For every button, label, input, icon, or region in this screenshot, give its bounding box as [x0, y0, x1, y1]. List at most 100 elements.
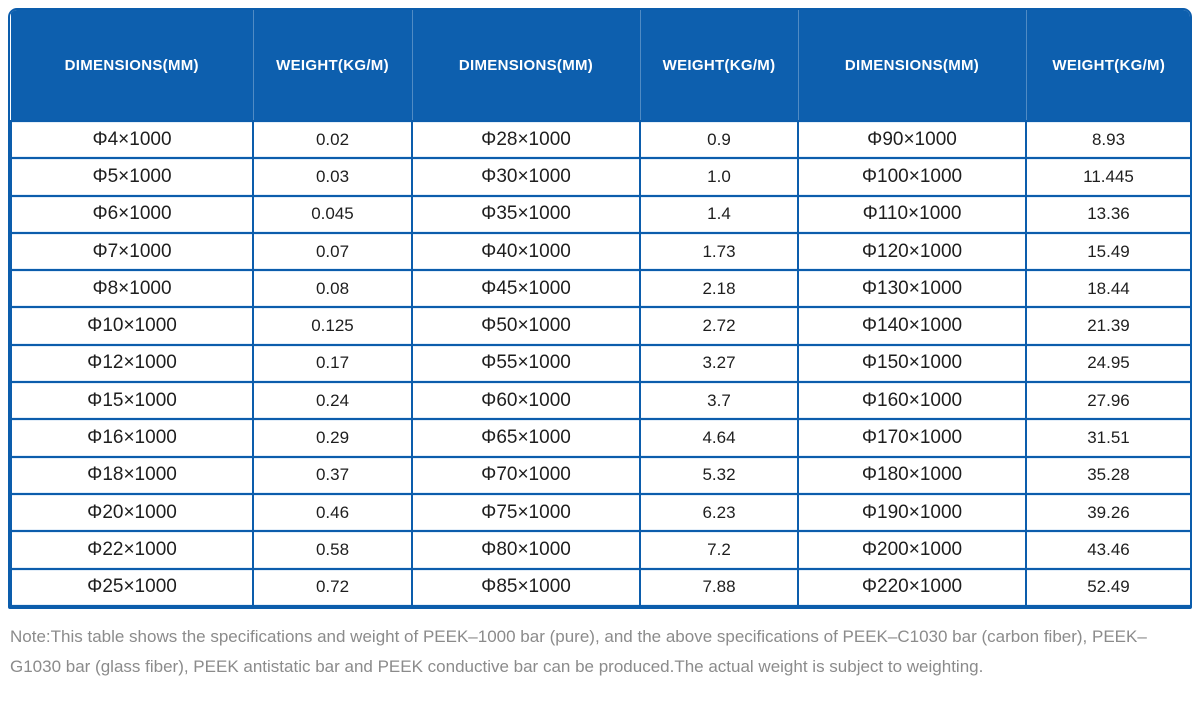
header-dimensions-3: DIMENSIONS(MM) [797, 10, 1026, 121]
weight-cell: 0.125 [252, 306, 413, 346]
dimension-cell: Φ10×1000 [10, 306, 254, 346]
header-dimensions-2: DIMENSIONS(MM) [411, 10, 640, 121]
dimension-cell: Φ140×1000 [797, 306, 1027, 346]
header-weight-1: WEIGHT(KG/M) [252, 10, 412, 121]
weight-cell: 0.17 [252, 343, 413, 384]
dimension-cell: Φ60×1000 [411, 381, 641, 421]
table-row: Φ25×1000 0.72 Φ85×1000 7.88 Φ220×1000 52.49 [10, 567, 1190, 607]
header-row: DIMENSIONS(MM) WEIGHT(KG/M) DIMENSIONS(M… [11, 10, 1190, 121]
table-row: Φ16×1000 0.29 Φ65×1000 4.64 Φ170×1000 31.51 [10, 418, 1190, 458]
weight-cell: 31.51 [1025, 418, 1190, 458]
weight-cell: 4.64 [639, 418, 799, 458]
dimension-cell: Φ180×1000 [797, 455, 1027, 495]
weight-cell: 1.4 [639, 194, 799, 234]
weight-cell: 35.28 [1025, 455, 1190, 495]
table-header: DIMENSIONS(MM) WEIGHT(KG/M) DIMENSIONS(M… [11, 10, 1190, 121]
weight-cell: 18.44 [1025, 269, 1190, 309]
dimension-cell: Φ40×1000 [411, 231, 641, 272]
dimension-cell: Φ5×1000 [10, 157, 254, 197]
weight-cell: 21.39 [1025, 306, 1190, 346]
weight-cell: 11.445 [1025, 157, 1190, 197]
dimension-cell: Φ4×1000 [10, 119, 254, 160]
table-row: Φ4×1000 0.02 Φ28×1000 0.9 Φ90×1000 8.93 [10, 119, 1190, 160]
weight-cell: 0.08 [252, 269, 413, 309]
table-row: Φ20×1000 0.46 Φ75×1000 6.23 Φ190×1000 39.26 [10, 492, 1190, 533]
table-row: Φ12×1000 0.17 Φ55×1000 3.27 Φ150×1000 24.95 [10, 343, 1190, 384]
weight-cell: 27.96 [1025, 381, 1190, 421]
table-row: Φ18×1000 0.37 Φ70×1000 5.32 Φ180×1000 35.28 [10, 455, 1190, 495]
weight-cell: 0.29 [252, 418, 413, 458]
table-row: Φ8×1000 0.08 Φ45×1000 2.18 Φ130×1000 18.44 [10, 269, 1190, 309]
table-row: Φ15×1000 0.24 Φ60×1000 3.7 Φ160×1000 27.96 [10, 381, 1190, 421]
weight-cell: 0.46 [252, 492, 413, 533]
weight-cell: 0.58 [252, 530, 413, 570]
weight-cell: 1.73 [639, 231, 799, 272]
dimension-cell: Φ8×1000 [10, 269, 254, 309]
weight-cell: 2.72 [639, 306, 799, 346]
header-weight-3: WEIGHT(KG/M) [1025, 10, 1190, 121]
dimension-cell: Φ100×1000 [797, 157, 1027, 197]
dimension-cell: Φ120×1000 [797, 231, 1027, 272]
dimension-cell: Φ90×1000 [797, 119, 1027, 160]
weight-cell: 0.37 [252, 455, 413, 495]
weight-cell: 43.46 [1025, 530, 1190, 570]
dimension-cell: Φ130×1000 [797, 269, 1027, 309]
dimension-cell: Φ20×1000 [10, 492, 254, 533]
table-note: Note:This table shows the specifications… [10, 626, 1147, 676]
weight-cell: 0.045 [252, 194, 413, 234]
weight-cell: 3.7 [639, 381, 799, 421]
dimension-cell: Φ170×1000 [797, 418, 1027, 458]
weight-cell: 0.9 [639, 119, 799, 160]
dimension-cell: Φ7×1000 [10, 231, 254, 272]
dimension-cell: Φ25×1000 [10, 567, 254, 607]
weight-cell: 3.27 [639, 343, 799, 384]
header-weight-2: WEIGHT(KG/M) [639, 10, 798, 121]
dimension-cell: Φ45×1000 [411, 269, 641, 309]
weight-cell: 0.03 [252, 157, 413, 197]
weight-cell: 13.36 [1025, 194, 1190, 234]
weight-cell: 2.18 [639, 269, 799, 309]
dimension-cell: Φ15×1000 [10, 381, 254, 421]
spec-table-container: DIMENSIONS(MM) WEIGHT(KG/M) DIMENSIONS(M… [8, 8, 1192, 609]
table-row: Φ22×1000 0.58 Φ80×1000 7.2 Φ200×1000 43.46 [10, 530, 1190, 570]
weight-cell: 39.26 [1025, 492, 1190, 533]
dimension-cell: Φ70×1000 [411, 455, 641, 495]
dimension-cell: Φ55×1000 [411, 343, 641, 384]
dimension-cell: Φ22×1000 [10, 530, 254, 570]
dimension-cell: Φ35×1000 [411, 194, 641, 234]
header-dimensions-1: DIMENSIONS(MM) [11, 10, 253, 121]
dimension-cell: Φ6×1000 [10, 194, 254, 234]
table-row: Φ5×1000 0.03 Φ30×1000 1.0 Φ100×1000 11.445 [10, 157, 1190, 197]
dimension-cell: Φ80×1000 [411, 530, 641, 570]
weight-cell: 0.02 [252, 119, 413, 160]
dimension-cell: Φ50×1000 [411, 306, 641, 346]
table-body: Φ4×1000 0.02 Φ28×1000 0.9 Φ90×1000 8.93 Φ5×100… [10, 119, 1190, 607]
dimension-cell: Φ18×1000 [10, 455, 254, 495]
weight-cell: 15.49 [1025, 231, 1190, 272]
weight-cell: 24.95 [1025, 343, 1190, 384]
weight-cell: 0.07 [252, 231, 413, 272]
dimension-cell: Φ85×1000 [411, 567, 641, 607]
dimension-cell: Φ65×1000 [411, 418, 641, 458]
weight-cell: 5.32 [639, 455, 799, 495]
dimension-cell: Φ190×1000 [797, 492, 1027, 533]
weight-cell: 6.23 [639, 492, 799, 533]
weight-cell: 7.88 [639, 567, 799, 607]
weight-cell: 52.49 [1025, 567, 1190, 607]
weight-cell: 0.72 [252, 567, 413, 607]
dimension-cell: Φ150×1000 [797, 343, 1027, 384]
dimension-cell: Φ200×1000 [797, 530, 1027, 570]
table-row: Φ7×1000 0.07 Φ40×1000 1.73 Φ120×1000 15.49 [10, 231, 1190, 272]
dimension-cell: Φ12×1000 [10, 343, 254, 384]
weight-cell: 0.24 [252, 381, 413, 421]
dimension-cell: Φ220×1000 [797, 567, 1027, 607]
dimension-cell: Φ110×1000 [797, 194, 1027, 234]
dimension-cell: Φ160×1000 [797, 381, 1027, 421]
table-row: Φ10×1000 0.125 Φ50×1000 2.72 Φ140×1000 21.39 [10, 306, 1190, 346]
weight-cell: 8.93 [1025, 119, 1190, 160]
weight-cell: 1.0 [639, 157, 799, 197]
dimension-cell: Φ75×1000 [411, 492, 641, 533]
table-row: Φ6×1000 0.045 Φ35×1000 1.4 Φ110×1000 13.36 [10, 194, 1190, 234]
spec-table: DIMENSIONS(MM) WEIGHT(KG/M) DIMENSIONS(M… [10, 10, 1190, 607]
